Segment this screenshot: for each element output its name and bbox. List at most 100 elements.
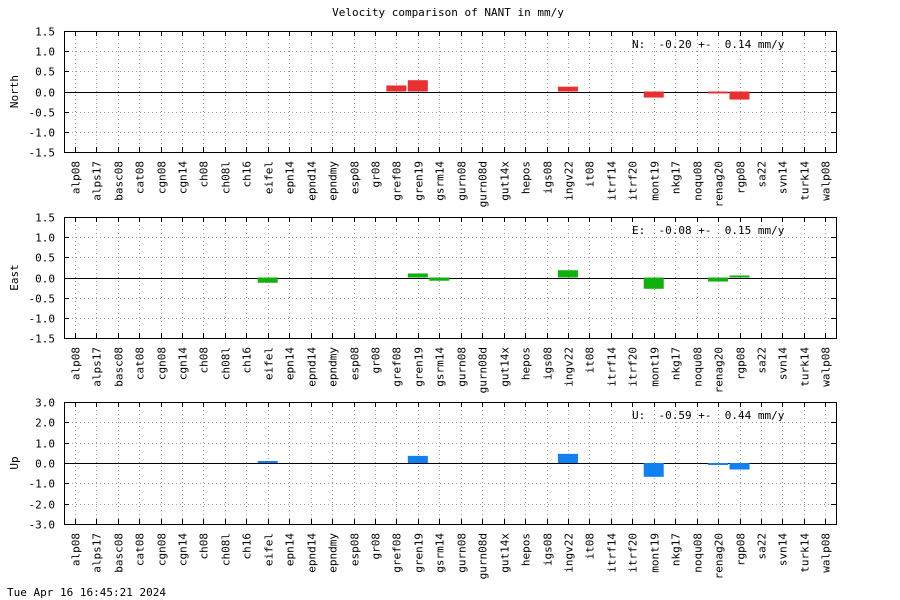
bar-renag20 [708, 91, 729, 94]
x-tick-label-gren19: gren19 [413, 347, 426, 387]
plot-frame [64, 217, 837, 339]
x-tick-label-ch16: ch16 [241, 533, 254, 560]
x-tick-label-epndmy: epndmy [327, 347, 340, 387]
x-tick-label-alp08: alp08 [70, 533, 83, 566]
y-axis-label: Up [8, 456, 21, 469]
y-tick-label: -0.5 [29, 293, 56, 306]
bar-rgp08 [729, 463, 750, 470]
y-tick-label: 1.5 [35, 212, 55, 225]
x-tick-label-eifel: eifel [263, 347, 276, 380]
x-tick-label-gref08: gref08 [391, 533, 404, 573]
x-tick-label-basc08: basc08 [113, 161, 126, 201]
y-tick-label: 2.0 [35, 417, 55, 430]
x-tick-label-itrf20: itrf20 [627, 347, 640, 387]
y-tick-label: 0.0 [35, 273, 55, 286]
x-tick-label-renag20: renag20 [713, 161, 726, 207]
y-tick-label: 0.0 [35, 87, 55, 100]
bar-ingv22 [557, 453, 578, 463]
bar-mont19 [643, 91, 664, 98]
y-tick-label: -3.0 [29, 519, 56, 532]
x-tick-label-gr08: gr08 [370, 347, 383, 374]
y-tick-label: -1.0 [29, 127, 56, 140]
x-tick-label-cgn14: cgn14 [177, 347, 190, 380]
x-tick-label-gurn08d: gurn08d [477, 161, 490, 207]
x-tick-label-igs08: igs08 [542, 533, 555, 566]
x-tick-label-gurn08: gurn08 [456, 533, 469, 573]
x-tick-label-cgn08: cgn08 [156, 161, 169, 194]
y-axis-label: East [8, 264, 21, 291]
x-tick-label-it08: it08 [584, 347, 597, 374]
x-tick-label-epnd14: epnd14 [306, 161, 319, 201]
bar-rgp08 [729, 275, 750, 278]
x-tick-label-alp08: alp08 [70, 161, 83, 194]
bar-renag20 [708, 277, 729, 282]
x-tick-label-turk14: turk14 [799, 533, 812, 573]
x-tick-label-cgn14: cgn14 [177, 161, 190, 194]
x-tick-label-rgp08: rgp08 [735, 347, 748, 380]
x-tick-label-ingv22: ingv22 [563, 161, 576, 201]
x-tick-label-ch08l: ch08l [220, 161, 233, 194]
x-tick-label-itrf20: itrf20 [627, 161, 640, 201]
panel-east: 1.5 1.0 0.5 0.0 -0.5 -1.0 -1.5 alp08 alps17 basc0… [8, 212, 837, 393]
x-tick-label-nkg17: nkg17 [670, 533, 683, 566]
x-tick-label-rgp08: rgp08 [735, 533, 748, 566]
chart-title: Velocity comparison of NANT in mm/y [332, 6, 564, 19]
x-tick-label-gurn08d: gurn08d [477, 533, 490, 579]
x-tick-label-ch08: ch08 [198, 533, 211, 560]
x-tick-label-ch08l: ch08l [220, 347, 233, 380]
y-tick-label: -1.5 [29, 147, 56, 160]
x-tick-label-cgn08: cgn08 [156, 533, 169, 566]
x-tick-label-noqu08: noqu08 [692, 161, 705, 201]
x-tick-label-igs08: igs08 [542, 161, 555, 194]
x-tick-label-esp08: esp08 [349, 347, 362, 380]
stat-annotation: U: -0.59 +- 0.44 mm/y [632, 409, 785, 422]
y-tick-label: -1.5 [29, 333, 56, 346]
bar-mont19 [643, 463, 664, 477]
bar-eifel [257, 277, 278, 283]
x-tick-label-ch16: ch16 [241, 347, 254, 374]
bar-gren19 [407, 455, 428, 463]
x-tick-label-esp08: esp08 [349, 533, 362, 566]
x-tick-label-gsrm14: gsrm14 [434, 533, 447, 573]
stat-annotation: N: -0.20 +- 0.14 mm/y [632, 38, 785, 51]
bar-mont19 [643, 277, 664, 289]
y-tick-label: 3.0 [35, 397, 55, 410]
x-tick-label-gurn08: gurn08 [456, 347, 469, 387]
x-tick-label-esp08: esp08 [349, 161, 362, 194]
x-tick-label-epndmy: epndmy [327, 161, 340, 201]
x-tick-label-walp08: walp08 [820, 161, 833, 201]
x-tick-label-itrf14: itrf14 [606, 161, 619, 201]
x-tick-label-it08: it08 [584, 533, 597, 560]
x-tick-label-gref08: gref08 [391, 347, 404, 387]
x-tick-label-ch08: ch08 [198, 347, 211, 374]
x-tick-label-gurn08d: gurn08d [477, 347, 490, 393]
x-tick-label-hepos: hepos [520, 161, 533, 194]
bar-renag20 [708, 463, 729, 465]
x-tick-label-nkg17: nkg17 [670, 347, 683, 380]
x-tick-label-cgn08: cgn08 [156, 347, 169, 380]
x-tick-label-itrf20: itrf20 [627, 533, 640, 573]
y-tick-label: 1.0 [35, 232, 55, 245]
x-tick-label-walp08: walp08 [820, 533, 833, 573]
plot-frame [64, 402, 837, 525]
x-tick-label-hepos: hepos [520, 347, 533, 380]
x-tick-label-mont19: mont19 [649, 161, 662, 201]
x-tick-label-gurn08: gurn08 [456, 161, 469, 201]
x-tick-label-walp08: walp08 [820, 347, 833, 387]
x-tick-label-eifel: eifel [263, 533, 276, 566]
y-tick-label: 1.5 [35, 26, 55, 39]
x-tick-label-gut14x: gut14x [499, 533, 512, 573]
x-tick-label-gut14x: gut14x [499, 161, 512, 201]
x-tick-label-mont19: mont19 [649, 533, 662, 573]
x-tick-label-alps17: alps17 [91, 161, 104, 201]
x-tick-label-alps17: alps17 [91, 533, 104, 573]
bar-rgp08 [729, 91, 750, 100]
x-tick-label-gr08: gr08 [370, 161, 383, 188]
x-tick-label-noqu08: noqu08 [692, 347, 705, 387]
x-tick-label-cat08: cat08 [134, 161, 147, 194]
y-tick-label: -2.0 [29, 499, 56, 512]
bar-gren19 [407, 80, 428, 92]
x-tick-label-basc08: basc08 [113, 533, 126, 573]
y-tick-label: 0.0 [35, 458, 55, 471]
